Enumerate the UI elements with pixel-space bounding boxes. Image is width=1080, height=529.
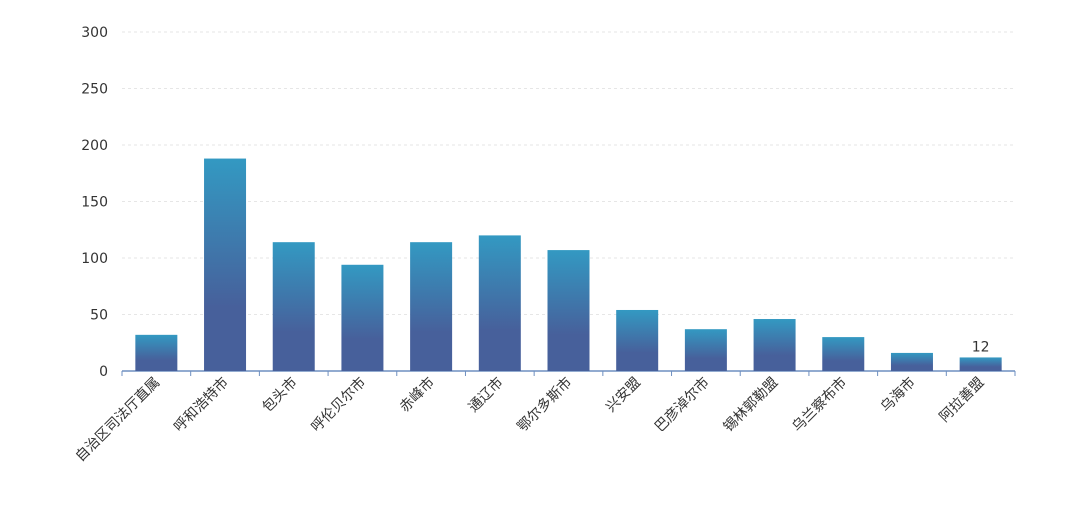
y-tick-label: 100 [81, 251, 108, 267]
bar [341, 264, 384, 371]
bar [478, 235, 521, 371]
x-tick-label: 鄂尔多斯市 [514, 374, 576, 436]
x-tick-label: 乌海市 [877, 374, 919, 416]
data-label: 12 [972, 339, 990, 355]
bar [753, 319, 796, 371]
y-tick-label: 150 [81, 195, 108, 211]
x-tick-label: 阿拉善盟 [937, 375, 988, 426]
y-tick-label: 50 [90, 308, 108, 324]
bar [410, 242, 453, 371]
x-tick-label: 呼伦贝尔市 [308, 374, 370, 436]
x-tick-label: 锡林郭勒盟 [720, 374, 782, 436]
bar [547, 250, 590, 371]
x-tick-label: 赤峰市 [396, 374, 438, 416]
y-tick-label: 200 [81, 138, 108, 154]
x-tick-label: 包头市 [259, 374, 301, 416]
bar [822, 337, 865, 371]
bar [959, 357, 1002, 371]
bar [684, 329, 727, 371]
bar [204, 158, 247, 371]
x-tick-label: 自治区司法厅直属 [72, 374, 163, 465]
y-tick-label: 250 [81, 82, 108, 98]
y-tick-label: 300 [81, 25, 108, 41]
x-tick-label: 乌兰察布市 [789, 374, 851, 436]
x-tick-label: 呼和浩特市 [170, 374, 232, 436]
y-tick-label: 0 [99, 364, 108, 380]
bar [135, 334, 178, 371]
bar [616, 309, 659, 371]
x-tick-label: 兴安盟 [603, 375, 644, 416]
x-tick-label: 通辽市 [465, 374, 507, 416]
bar [890, 352, 933, 371]
bar [272, 242, 315, 371]
x-tick-label: 巴彦淖尔市 [651, 374, 713, 436]
